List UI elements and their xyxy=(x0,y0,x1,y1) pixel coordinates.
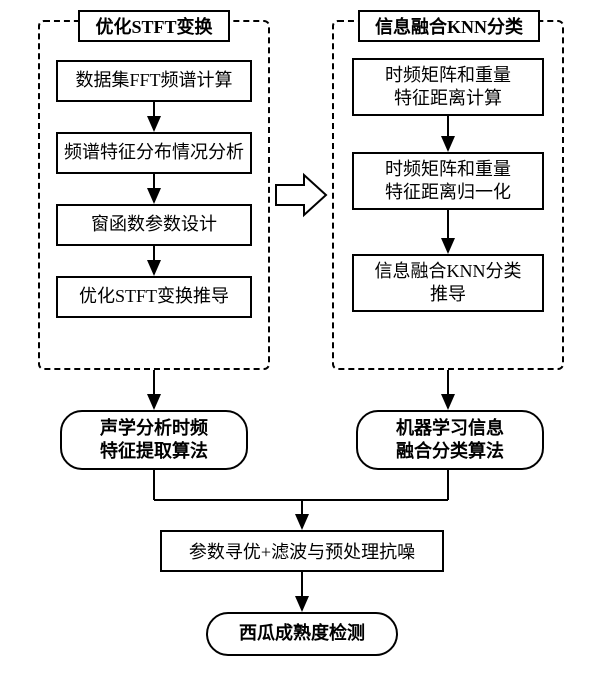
transition-arrow-icon xyxy=(276,175,326,215)
merge-box: 参数寻优+滤波与预处理抗噪 xyxy=(160,530,444,572)
final-box: 西瓜成熟度检测 xyxy=(206,612,398,656)
left-step-2: 频谱特征分布情况分析 xyxy=(56,132,252,174)
left-step-1: 数据集FFT频谱计算 xyxy=(56,60,252,102)
left-step-4: 优化STFT变换推导 xyxy=(56,276,252,318)
flowchart-canvas: 优化STFT变换 信息融合KNN分类 数据集FFT频谱计算 频谱特征分布情况分析… xyxy=(0,0,605,680)
right-step-2: 时频矩阵和重量 特征距离归一化 xyxy=(352,152,544,210)
right-output: 机器学习信息 融合分类算法 xyxy=(356,410,544,470)
left-step-3: 窗函数参数设计 xyxy=(56,204,252,246)
left-title: 优化STFT变换 xyxy=(78,10,230,42)
right-step-1: 时频矩阵和重量 特征距离计算 xyxy=(352,58,544,116)
right-step-3: 信息融合KNN分类 推导 xyxy=(352,254,544,312)
right-title: 信息融合KNN分类 xyxy=(358,10,540,42)
left-output: 声学分析时频 特征提取算法 xyxy=(60,410,248,470)
